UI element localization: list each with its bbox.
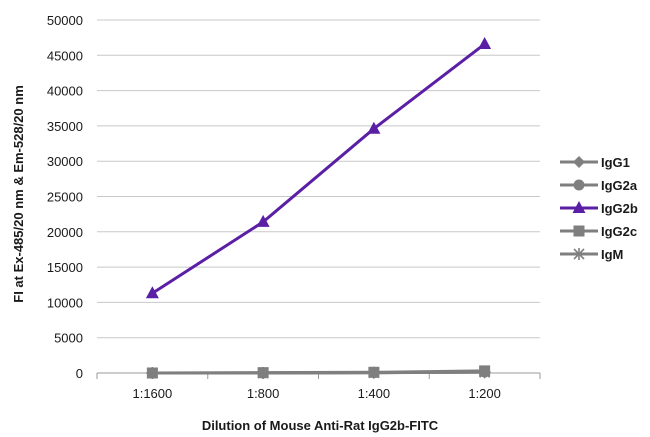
data-point <box>478 366 491 379</box>
y-tick-label: 30000 <box>47 154 83 169</box>
x-axis: 1:1600 1:800 1:400 1:200 <box>96 372 541 401</box>
legend-label: IgG1 <box>601 155 630 170</box>
legend-item-igg1: IgG1 <box>560 155 630 170</box>
x-tick-label: 1:400 <box>358 386 391 401</box>
y-tick-label: 10000 <box>47 295 83 310</box>
legend: IgG1 IgG2a IgG2b IgG2c IgM <box>560 155 638 262</box>
data-point <box>367 366 380 379</box>
y-tick-label: 35000 <box>47 119 83 134</box>
legend-label: IgM <box>601 247 623 262</box>
data-point <box>256 214 270 227</box>
y-tick-label: 5000 <box>54 331 83 346</box>
legend-marker <box>573 225 585 237</box>
y-axis-ticks: 0 5000 10000 15000 20000 25000 30000 35000 40000… <box>47 13 83 381</box>
series-igg2b <box>145 37 492 299</box>
y-tick-label: 0 <box>76 366 83 381</box>
gridlines <box>97 19 540 339</box>
series-group <box>145 37 492 379</box>
x-axis-title: Dilution of Mouse Anti-Rat IgG2b-FITC <box>202 418 439 433</box>
legend-item-igg2b: IgG2b <box>560 201 638 216</box>
data-point <box>146 367 159 379</box>
x-tick-label: 1:200 <box>468 386 501 401</box>
y-tick-label: 20000 <box>47 225 83 240</box>
series-line <box>151 42 486 295</box>
y-axis-title: FI at Ex-485/20 nm & Em-528/20 nm <box>11 85 26 302</box>
y-tick-label: 45000 <box>47 48 83 63</box>
data-point <box>145 286 159 299</box>
legend-label: IgG2c <box>601 224 637 239</box>
legend-marker <box>573 179 585 191</box>
legend-item-igm: IgM <box>560 247 623 262</box>
legend-marker <box>572 201 586 213</box>
y-tick-label: 50000 <box>47 13 83 28</box>
series-igm <box>146 366 491 379</box>
y-tick-label: 25000 <box>47 190 83 205</box>
legend-item-igg2c: IgG2c <box>560 224 637 239</box>
legend-label: IgG2a <box>601 178 638 193</box>
y-tick-label: 15000 <box>47 260 83 275</box>
data-point <box>257 367 270 379</box>
series-line <box>152 370 485 375</box>
legend-item-igg2a: IgG2a <box>560 178 638 193</box>
data-point <box>367 121 381 134</box>
y-tick-label: 40000 <box>47 84 83 99</box>
x-tick-label: 1:1600 <box>132 386 172 401</box>
x-tick-label: 1:800 <box>247 386 280 401</box>
data-point <box>478 37 492 50</box>
legend-marker <box>573 248 585 260</box>
legend-marker <box>573 156 585 168</box>
legend-label: IgG2b <box>601 201 638 216</box>
